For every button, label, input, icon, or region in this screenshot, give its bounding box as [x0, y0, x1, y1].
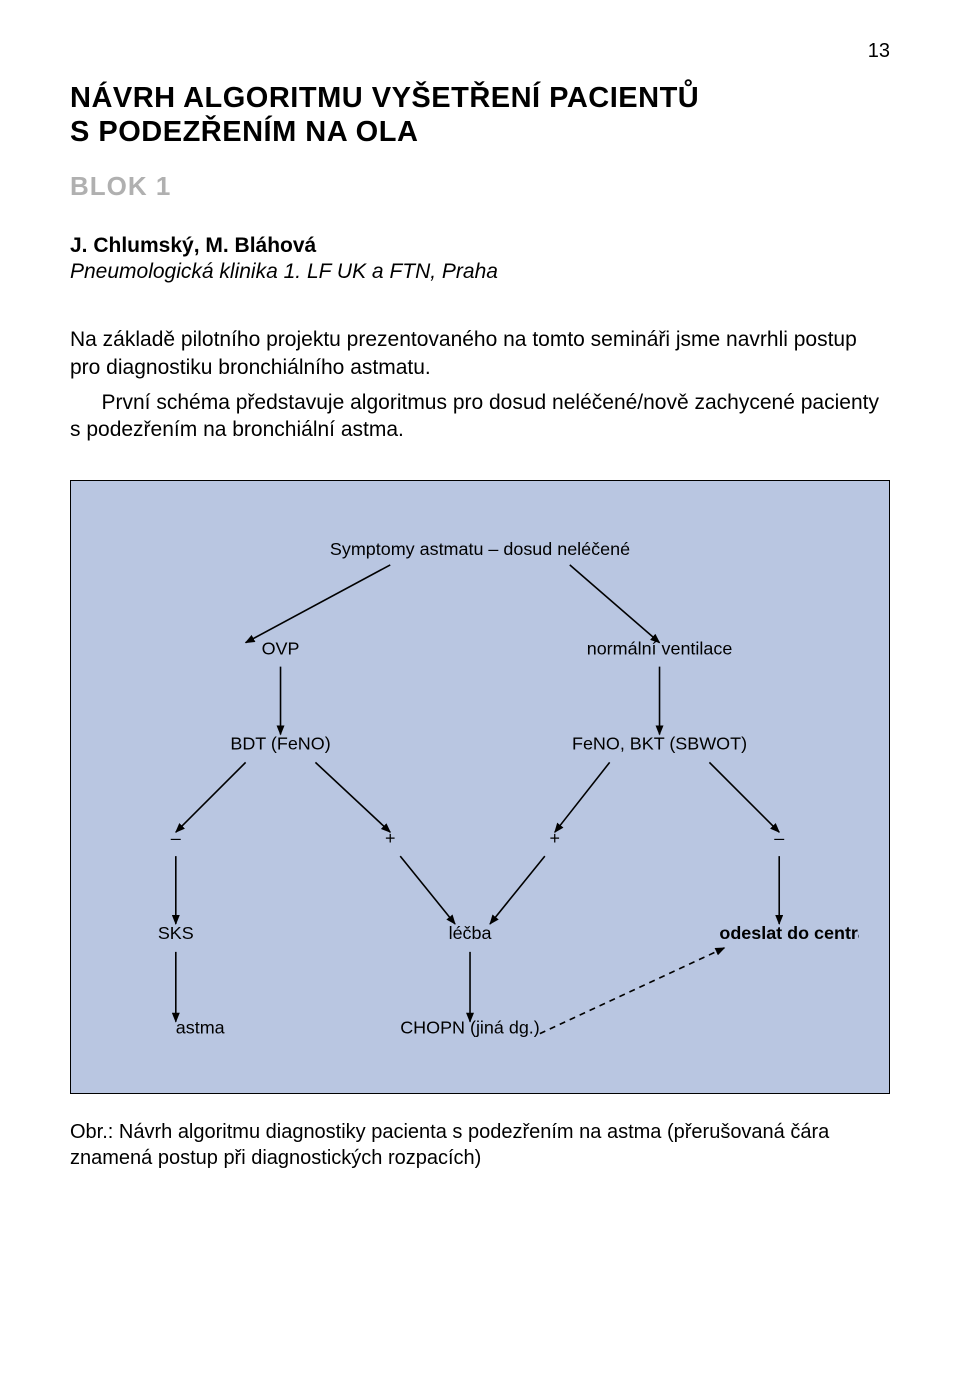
flowchart-edge [570, 565, 660, 643]
affiliation: Pneumologická klinika 1. LF UK a FTN, Pr… [70, 260, 890, 284]
flowchart-node-bdt: BDT (FeNO) [230, 733, 330, 753]
flowchart-edge [709, 762, 779, 832]
flowchart-svg: Symptomy astmatu – dosud neléčené OVP norm… [101, 525, 859, 1064]
flowchart-edge [176, 762, 246, 832]
flowchart-node-p1: + [385, 828, 395, 848]
flowchart-node-m2: – [774, 828, 784, 848]
figure-caption: Obr.: Návrh algoritmu diagnostiky pacien… [70, 1120, 890, 1171]
flowchart-node-chopn: CHOPN (jiná dg.) [400, 1017, 540, 1037]
flowchart-edge [540, 948, 725, 1034]
flowchart-node-p2: + [550, 828, 560, 848]
flowchart-node-lecba: léčba [449, 923, 492, 943]
flowchart-node-odeslat: odeslat do centra [719, 923, 859, 943]
flowchart-node-astma: astma [176, 1017, 225, 1037]
flowchart-node-normvent: normální ventilace [587, 638, 733, 658]
flowchart-container: Symptomy astmatu – dosud neléčené OVP norm… [70, 480, 890, 1095]
flowchart-edge [315, 762, 390, 832]
authors: J. Chlumský, M. Bláhová [70, 234, 890, 258]
flowchart-node-root: Symptomy astmatu – dosud neléčené [330, 539, 630, 559]
title-line-2: S PODEZŘENÍM NA OLA [70, 116, 418, 148]
title-line-1: NÁVRH ALGORITMU VYŠETŘENÍ PACIENTŮ [70, 82, 699, 114]
paragraph-2: První schéma představuje algoritmus pro … [70, 389, 890, 444]
flowchart-node-feno: FeNO, BKT (SBWOT) [572, 733, 747, 753]
section-label: BLOK 1 [70, 171, 890, 202]
flowchart-edge [246, 565, 391, 643]
page-title: NÁVRH ALGORITMU VYŠETŘENÍ PACIENTŮ S POD… [70, 81, 890, 149]
flowchart-node-ovp: OVP [262, 638, 300, 658]
page-number: 13 [70, 40, 890, 63]
flowchart-edge [555, 762, 610, 832]
flowchart-edge [400, 856, 455, 924]
flowchart-node-sks: SKS [158, 923, 194, 943]
page: 13 NÁVRH ALGORITMU VYŠETŘENÍ PACIENTŮ S … [0, 0, 960, 1221]
flowchart-edge [490, 856, 545, 924]
flowchart-node-m1: – [171, 828, 181, 848]
paragraph-1: Na základě pilotního projektu prezentova… [70, 326, 890, 381]
